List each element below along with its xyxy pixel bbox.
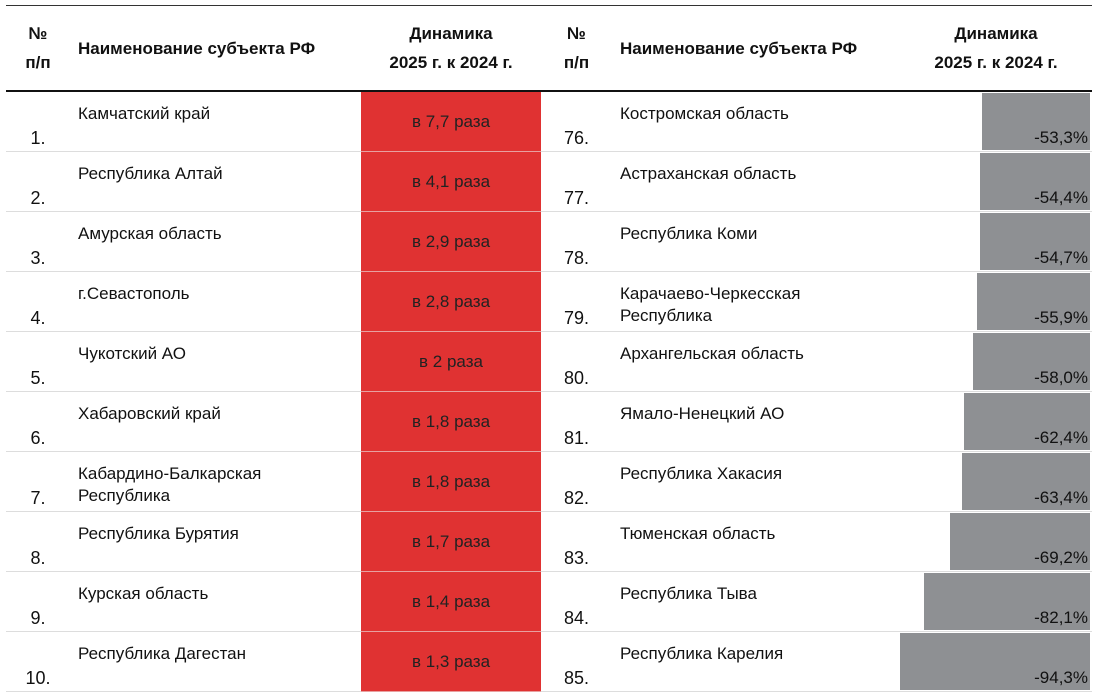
row-number: 4. — [6, 271, 70, 332]
change-cell: -55,9% — [900, 271, 1092, 332]
change-bar — [963, 393, 1090, 450]
change-cell: в 2,8 раза — [361, 271, 541, 332]
change-cell: -58,0% — [900, 331, 1092, 392]
change-label: -55,9% — [1034, 308, 1088, 327]
row-number: 79. — [541, 271, 612, 332]
page: № п/п Наименование субъекта РФ Динамика … — [6, 5, 1092, 692]
row-number: 5. — [6, 331, 70, 392]
region-name: Тюменская область — [612, 511, 900, 572]
change-cell: -82,1% — [900, 571, 1092, 632]
change-label: -94,3% — [1034, 668, 1088, 687]
row-number: 82. — [541, 451, 612, 512]
row-number: 76. — [541, 91, 612, 152]
change-bar — [961, 453, 1090, 510]
region-name: Республика Алтай — [70, 151, 361, 212]
row-number: 8. — [6, 511, 70, 572]
change-label: -54,7% — [1034, 248, 1088, 267]
change-label: -69,2% — [1034, 548, 1088, 567]
header-change: Динамика 2025 г. к 2024 г. — [361, 5, 541, 92]
header-row: № п/п Наименование субъекта РФ Динамика … — [6, 5, 1092, 92]
change-cell: в 1,8 раза — [361, 451, 541, 512]
change-cell: -62,4% — [900, 391, 1092, 452]
row-number: 80. — [541, 331, 612, 392]
region-name: Чукотский АО — [70, 331, 361, 392]
change-label: -58,0% — [1034, 368, 1088, 387]
change-cell: -54,7% — [900, 211, 1092, 272]
region-name: Астраханская область — [612, 151, 900, 212]
row-number: 1. — [6, 91, 70, 152]
table-row: 1. Камчатский край в 7,7 раза 76. Костромска… — [6, 91, 1092, 152]
row-number: 78. — [541, 211, 612, 272]
region-name: г.Севастополь — [70, 271, 361, 332]
header-name: Наименование субъекта РФ — [612, 5, 900, 92]
change-cell: в 2 раза — [361, 331, 541, 392]
header-name: Наименование субъекта РФ — [70, 5, 361, 92]
region-name: Камчатский край — [70, 91, 361, 152]
row-number: 6. — [6, 391, 70, 452]
row-number: 3. — [6, 211, 70, 272]
change-label: -63,4% — [1034, 488, 1088, 507]
change-bar — [982, 93, 1090, 150]
region-name: Хабаровский край — [70, 391, 361, 452]
change-bar — [980, 153, 1090, 210]
region-name: Амурская область — [70, 211, 361, 272]
change-bar — [977, 273, 1090, 330]
change-bar — [972, 333, 1090, 390]
change-bar — [950, 513, 1090, 570]
region-name: Республика Тыва — [612, 571, 900, 632]
row-number: 84. — [541, 571, 612, 632]
region-name: Республика Хакасия — [612, 451, 900, 512]
row-number: 81. — [541, 391, 612, 452]
region-name: Ямало-Ненецкий АО — [612, 391, 900, 452]
header-change: Динамика 2025 г. к 2024 г. — [900, 5, 1092, 92]
region-name: Республика Коми — [612, 211, 900, 272]
table-row: 9. Курская область в 1,4 раза 84. Республика… — [6, 571, 1092, 632]
change-label: -62,4% — [1034, 428, 1088, 447]
region-name: Республика Дагестан — [70, 631, 361, 692]
region-name: Республика Бурятия — [70, 511, 361, 572]
change-cell: в 1,8 раза — [361, 391, 541, 452]
region-name: Карачаево-Черкесская Республика — [612, 271, 900, 332]
change-cell: -53,3% — [900, 91, 1092, 152]
change-label: -54,4% — [1034, 188, 1088, 207]
header-number: № п/п — [541, 5, 612, 92]
header-number: № п/п — [6, 5, 70, 92]
change-label: -82,1% — [1034, 608, 1088, 627]
table-row: 7. Кабардино-Балкарская Республика в 1,8 р… — [6, 451, 1092, 512]
change-cell: -69,2% — [900, 511, 1092, 572]
change-cell: в 1,4 раза — [361, 571, 541, 632]
change-cell: -94,3% — [899, 631, 1092, 692]
region-name: Кабардино-Балкарская Республика — [70, 451, 361, 512]
region-name: Республика Карелия — [612, 631, 900, 692]
region-name: Архангельская область — [612, 331, 900, 392]
table-row: 8. Республика Бурятия в 1,7 раза 83. Тюменск… — [6, 511, 1092, 572]
row-number: 83. — [541, 511, 612, 572]
change-bar — [979, 213, 1090, 270]
row-number: 2. — [6, 151, 70, 212]
table-row: 6. Хабаровский край в 1,8 раза 81. Ямало-Нен… — [6, 391, 1092, 452]
row-number: 85. — [541, 631, 612, 692]
change-label: -53,3% — [1034, 128, 1088, 147]
row-number: 9. — [6, 571, 70, 632]
row-number: 77. — [541, 151, 612, 212]
change-cell: -63,4% — [900, 451, 1092, 512]
table-row: 3. Амурская область в 2,9 раза 78. Республик… — [6, 211, 1092, 272]
change-cell: в 1,3 раза — [361, 631, 541, 692]
change-cell: в 1,7 раза — [361, 511, 541, 572]
change-cell: -54,4% — [900, 151, 1092, 212]
regions-table: № п/п Наименование субъекта РФ Динамика … — [6, 5, 1092, 692]
row-number: 10. — [6, 631, 70, 692]
region-name: Костромская область — [612, 91, 900, 152]
table-body: 1. Камчатский край в 7,7 раза 76. Костромска… — [6, 91, 1092, 692]
table-row: 5. Чукотский АО в 2 раза 80. Архангельская о… — [6, 331, 1092, 392]
table-row: 4. г.Севастополь в 2,8 раза 79. Карачаево-Че… — [6, 271, 1092, 332]
table-row: 2. Республика Алтай в 4,1 раза 77. Астраханс… — [6, 151, 1092, 212]
table-row: 10. Республика Дагестан в 1,3 раза 85. Респу… — [6, 631, 1092, 692]
change-cell: в 7,7 раза — [361, 91, 541, 152]
row-number: 7. — [6, 451, 70, 512]
region-name: Курская область — [70, 571, 361, 632]
change-cell: в 2,9 раза — [361, 211, 541, 272]
change-cell: в 4,1 раза — [361, 151, 541, 212]
